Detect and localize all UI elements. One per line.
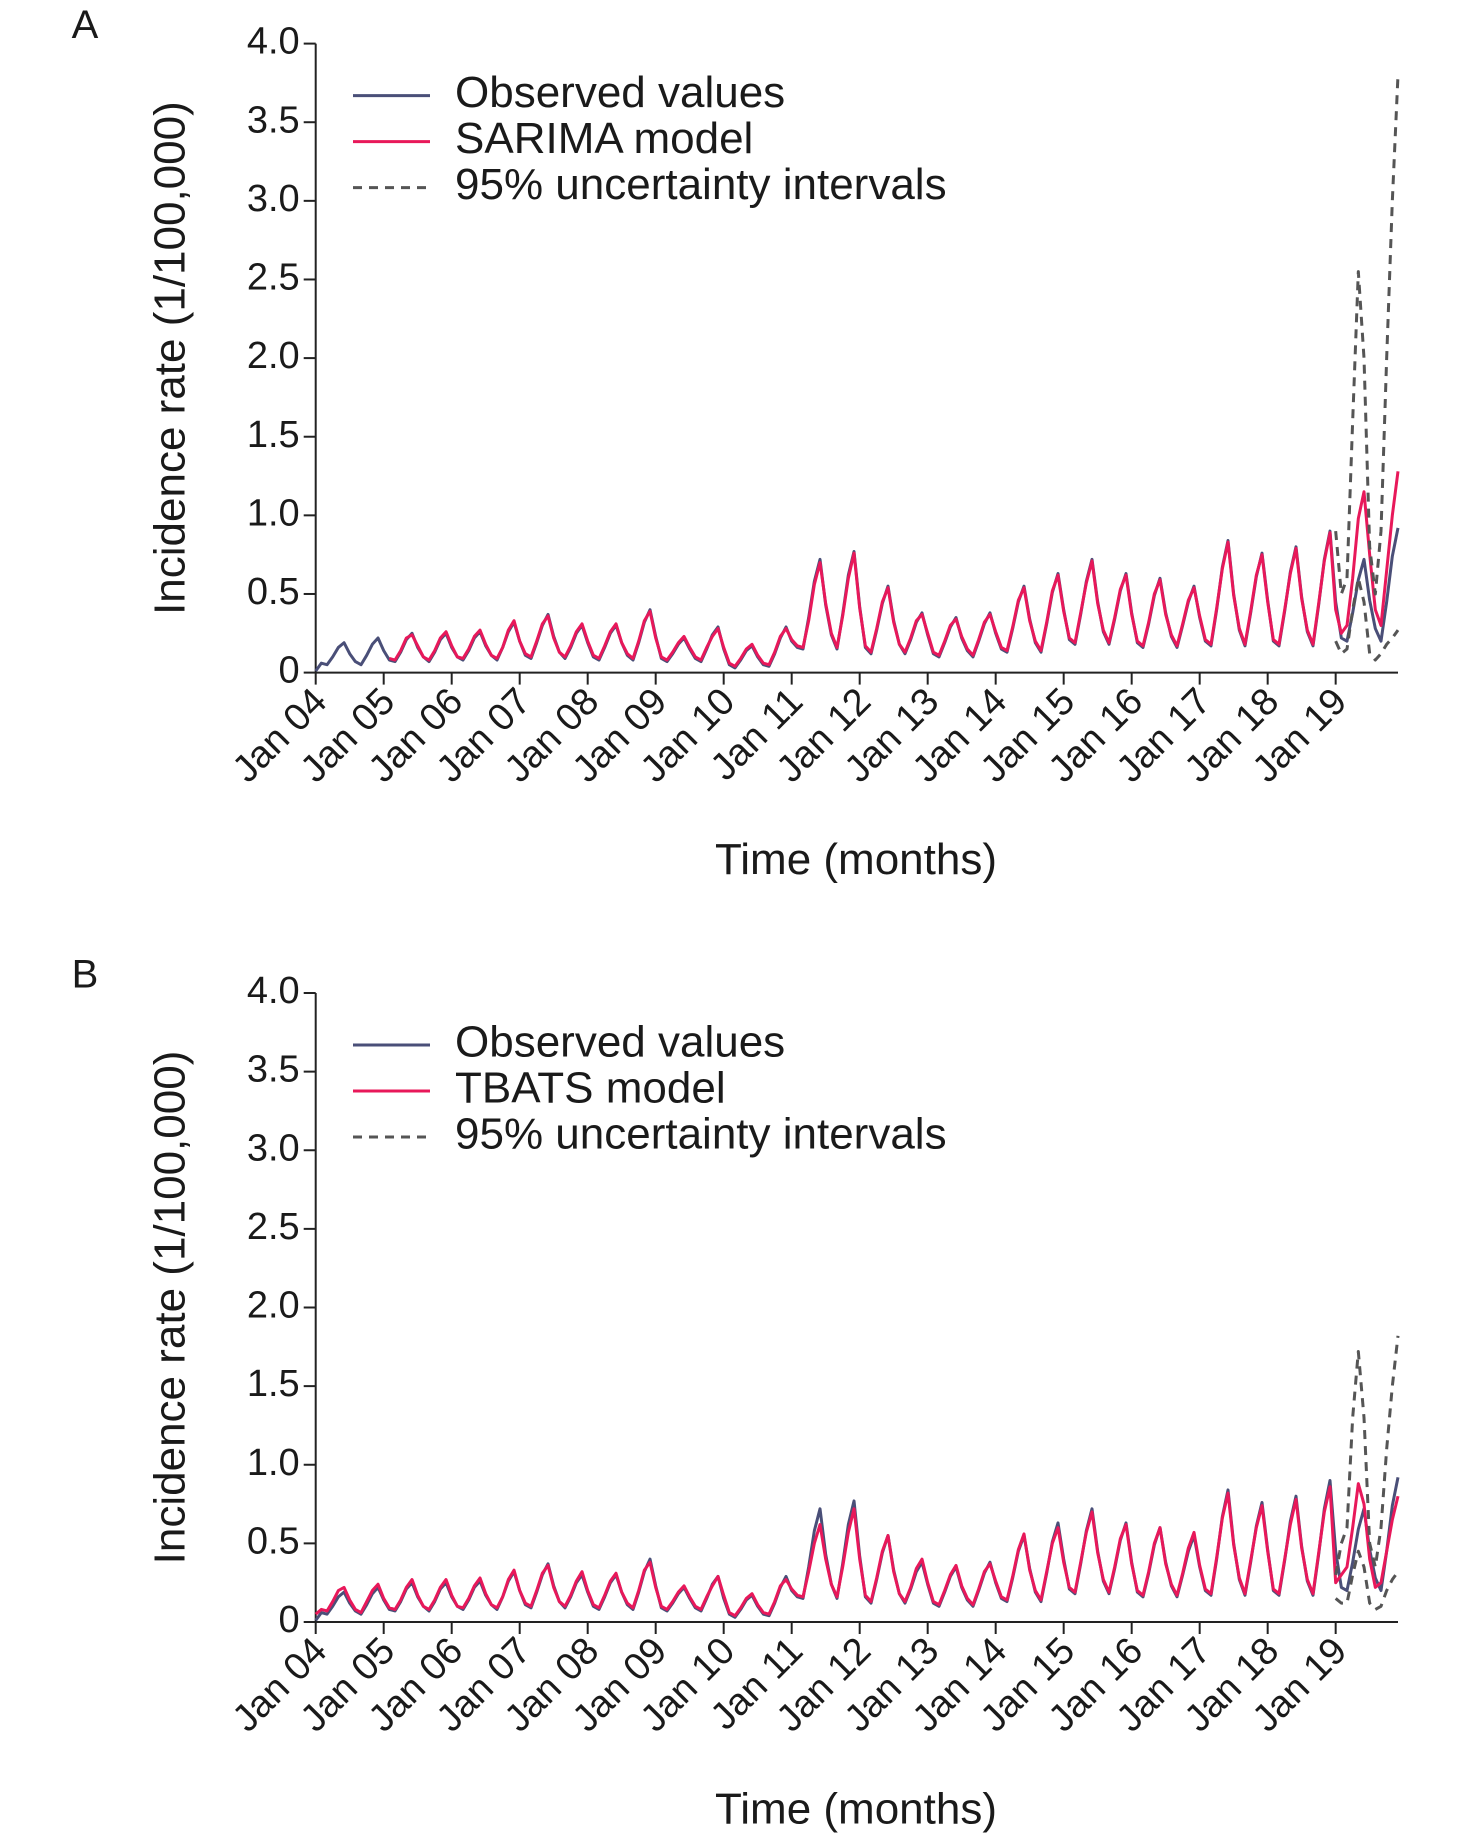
x-axis-title: Time (months)	[715, 835, 997, 884]
series-line	[314, 1482, 1400, 1618]
legend-label: Observed values	[455, 68, 785, 117]
y-tick-label: 0.5	[247, 571, 300, 613]
legend-label: SARIMA model	[455, 114, 753, 163]
x-axis-title: Time (months)	[715, 1785, 997, 1834]
y-tick-label: 2.0	[247, 335, 300, 377]
y-tick-label: 3.5	[247, 1049, 300, 1091]
y-tick-label: 4.0	[247, 21, 300, 63]
y-tick-label: 0	[279, 1599, 300, 1641]
y-tick-label: 3.5	[247, 99, 300, 141]
y-tick-label: 4.0	[247, 970, 300, 1012]
y-axis-title: Incidence rate (1/100,000)	[146, 101, 195, 615]
series-line	[1334, 1549, 1400, 1611]
y-axis-title: Incidence rate (1/100,000)	[146, 1051, 195, 1565]
y-tick-label: 1.5	[247, 414, 300, 456]
y-tick-label: 3.0	[247, 1127, 300, 1169]
y-tick-label: 0	[279, 650, 300, 692]
y-tick-label: 0.5	[247, 1520, 300, 1562]
y-tick-label: 3.0	[247, 178, 300, 220]
y-tick-label: 1.0	[247, 492, 300, 534]
panel: A Incidence rate (1/100,000) Time (months)…	[72, 3, 1400, 884]
series-line	[388, 471, 1400, 668]
legend-label: 95% uncertainty intervals	[455, 1110, 947, 1159]
series-line	[1334, 576, 1400, 662]
y-tick-label: 2.5	[247, 1206, 300, 1248]
y-tick-label: 1.5	[247, 1363, 300, 1405]
series-line	[1334, 74, 1400, 596]
legend-label: Observed values	[455, 1018, 785, 1067]
legend-label: 95% uncertainty intervals	[455, 160, 947, 209]
y-tick-label: 2.5	[247, 257, 300, 299]
panel-label: B	[72, 953, 99, 997]
series-line	[1334, 1335, 1400, 1576]
panel: B Incidence rate (1/100,000) Time (months)…	[72, 953, 1400, 1834]
y-tick-label: 1.0	[247, 1442, 300, 1484]
y-tick-label: 2.0	[247, 1285, 300, 1327]
legend-label: TBATS model	[455, 1064, 726, 1113]
panel-label: A	[72, 3, 99, 47]
